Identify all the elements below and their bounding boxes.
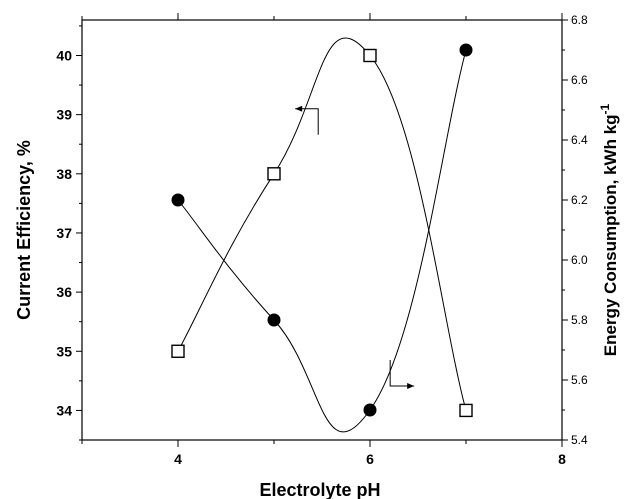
- y-left-tick-label: 36: [56, 284, 72, 300]
- data-point-circle: [267, 313, 281, 327]
- data-point-circle: [171, 193, 185, 207]
- data-point-square: [459, 403, 473, 418]
- plot-area-border: [81, 19, 563, 441]
- y-axis-right-title-main: Energy Consumption, kWh kg: [601, 114, 620, 356]
- arrow-head-left: [295, 105, 303, 112]
- y-right-tick-label: 5.4: [571, 433, 588, 447]
- y-left-tick-label: 39: [56, 107, 72, 123]
- x-tick-label: 4: [174, 451, 182, 467]
- data-point-square: [171, 344, 185, 358]
- data-point-circle: [459, 43, 473, 57]
- y-right-tick-label: 6.4: [571, 133, 588, 147]
- axis-indicator-arrows: [295, 105, 415, 389]
- data-markers: [171, 43, 473, 418]
- y-left-tick-label: 35: [56, 343, 72, 359]
- x-tick-label: 8: [558, 451, 566, 467]
- data-point-square: [363, 48, 377, 63]
- y-left-tick-label: 37: [56, 225, 72, 241]
- fit-curve-filled-circle: [177, 49, 467, 433]
- y-right-tick-label: 6.2: [571, 193, 588, 207]
- y-left-tick-label: 38: [56, 166, 72, 182]
- plot-frame: [81, 19, 563, 441]
- arrow-head-right: [407, 383, 415, 389]
- y-axis-right-title: Energy Consumption, kWh kg-1: [598, 103, 620, 356]
- x-axis-title: Electrolyte pH: [259, 480, 380, 499]
- left-axis-indicator-arrow: [295, 108, 319, 135]
- y-left-tick-label: 34: [56, 402, 72, 418]
- y-right-tick-label: 5.8: [571, 313, 588, 327]
- y-right-tick-label: 6.6: [571, 73, 588, 87]
- right-axis-indicator-arrow: [389, 360, 415, 387]
- y-left-tick-label: 40: [56, 47, 72, 63]
- fit-curves: [177, 37, 467, 433]
- data-point-square: [267, 167, 281, 181]
- y-right-tick-label: 6.8: [571, 13, 588, 27]
- y-right-tick-label: 5.6: [571, 373, 588, 387]
- y-axis-left-title: Current Efficiency, %: [14, 140, 34, 320]
- x-tick-label: 6: [366, 451, 374, 467]
- tick-labels: 4 6 8 34 35 36 37 38 39 40 5.4 5.6 5.8 6.0 6.2 6.4 6.6 6.…: [56, 13, 588, 467]
- tick-marks: [76, 13, 568, 447]
- data-point-circle: [363, 403, 377, 417]
- y-axis-right-title-sup: -1: [598, 103, 612, 114]
- fit-curve-open-square: [177, 37, 467, 411]
- y-right-tick-label: 6.0: [571, 253, 588, 267]
